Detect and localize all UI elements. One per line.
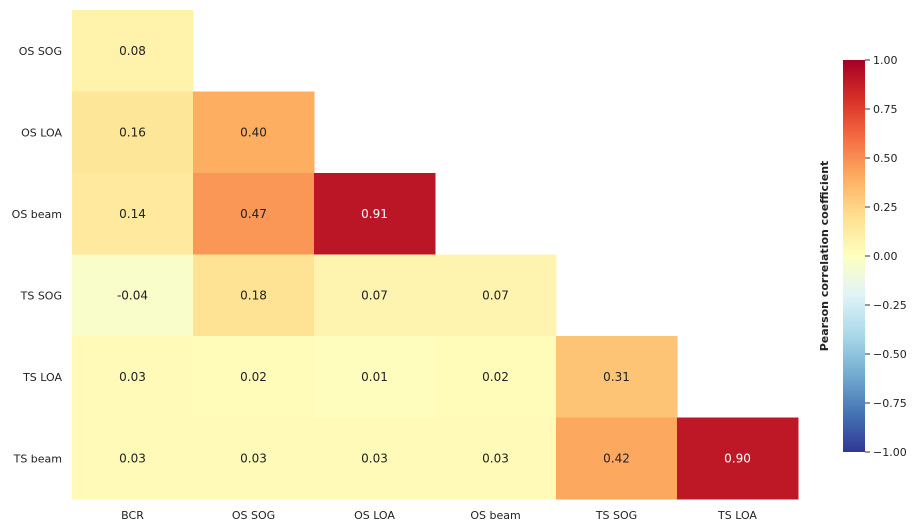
row-tick-label: OS LOA (21, 126, 62, 139)
heatmap-cell (314, 173, 436, 255)
cell-value-label: 0.03 (240, 451, 267, 465)
colorbar-ticks: 1.00 0.75 0.50 0.25 0.00 −0.25 −0.50 −0.75 −1.00 (865, 54, 907, 459)
colorbar-tick-label: −0.50 (873, 348, 907, 361)
cell-value-label: 0.02 (482, 370, 509, 384)
heatmap-cell-labels: 0.08 0.16 0.40 0.14 0.47 0.91 -0.04 0.18 0.07 0.0… (117, 44, 751, 466)
col-tick-label: OS SOG (232, 509, 275, 522)
cell-value-label: 0.07 (361, 288, 388, 302)
cell-value-label: 0.03 (482, 451, 509, 465)
cell-value-label: 0.47 (240, 207, 267, 221)
heatmap-cell (72, 254, 194, 337)
colorbar-tick-label: 1.00 (873, 54, 898, 67)
heatmap-cell (314, 336, 436, 418)
col-tick-label: TS LOA (717, 509, 757, 522)
col-tick-label: TS SOG (595, 509, 637, 522)
cell-value-label: 0.08 (119, 44, 146, 58)
cell-value-label: 0.42 (603, 451, 630, 465)
heatmap-cell (193, 417, 315, 500)
colorbar: 1.00 0.75 0.50 0.25 0.00 −0.25 −0.50 −0.75 −1.00… (818, 54, 907, 459)
colorbar-tick-label: −1.00 (873, 446, 907, 459)
col-tick-labels: BCR OS SOG OS LOA OS beam TS SOG TS LOA (121, 509, 757, 522)
row-tick-label: TS SOG (20, 289, 62, 302)
colorbar-tick-label: 0.25 (873, 201, 898, 214)
row-tick-label: OS SOG (19, 45, 62, 58)
colorbar-label: Pearson correlation coefficient (818, 161, 831, 352)
col-tick-label: OS LOA (354, 509, 395, 522)
colorbar-gradient (843, 60, 865, 452)
cell-value-label: 0.01 (361, 370, 388, 384)
heatmap-cell (435, 254, 557, 337)
heatmap-cell (314, 417, 436, 500)
heatmap-cell (72, 91, 194, 174)
row-tick-label: TS LOA (22, 371, 62, 384)
cell-value-label: 0.40 (240, 125, 267, 139)
heatmap-cell (314, 254, 436, 337)
cell-value-label: 0.03 (361, 451, 388, 465)
colorbar-tick-label: 0.50 (873, 152, 898, 165)
colorbar-tick-label: 0.75 (873, 103, 898, 116)
heatmap-cell (193, 173, 315, 255)
heatmap-cell (72, 173, 194, 255)
heatmap-cell (193, 254, 315, 337)
heatmap-cell (193, 336, 315, 418)
colorbar-tick-label: −0.75 (873, 397, 907, 410)
heatmap-cell (556, 336, 678, 418)
cell-value-label: 0.07 (482, 288, 509, 302)
heatmap-cell (72, 417, 194, 500)
col-tick-label: BCR (121, 509, 144, 522)
heatmap-cell (193, 91, 315, 174)
heatmap-cell (72, 336, 194, 418)
heatmap-cell (72, 10, 194, 92)
cell-value-label: 0.02 (240, 370, 267, 384)
heatmap-cell (677, 417, 799, 500)
heatmap-cell (435, 417, 557, 500)
colorbar-tick-label: −0.25 (873, 299, 907, 312)
cell-value-label: 0.14 (119, 207, 146, 221)
cell-value-label: 0.90 (724, 451, 751, 465)
cell-value-label: 0.16 (119, 125, 146, 139)
cell-value-label: 0.03 (119, 370, 146, 384)
colorbar-tick-label: 0.00 (873, 250, 898, 263)
row-tick-label: TS beam (13, 452, 62, 465)
cell-value-label: 0.03 (119, 451, 146, 465)
cell-value-label: 0.31 (603, 370, 630, 384)
row-tick-labels: OS SOG OS LOA OS beam TS SOG TS LOA TS beam (12, 45, 63, 466)
cell-value-label: 0.18 (240, 288, 267, 302)
row-tick-label: OS beam (12, 208, 62, 221)
cell-value-label: -0.04 (117, 288, 148, 302)
heatmap-cell (435, 336, 557, 418)
heatmap-cells (72, 10, 799, 500)
heatmap-cell (556, 417, 678, 500)
cell-value-label: 0.91 (361, 207, 388, 221)
col-tick-label: OS beam (470, 509, 520, 522)
